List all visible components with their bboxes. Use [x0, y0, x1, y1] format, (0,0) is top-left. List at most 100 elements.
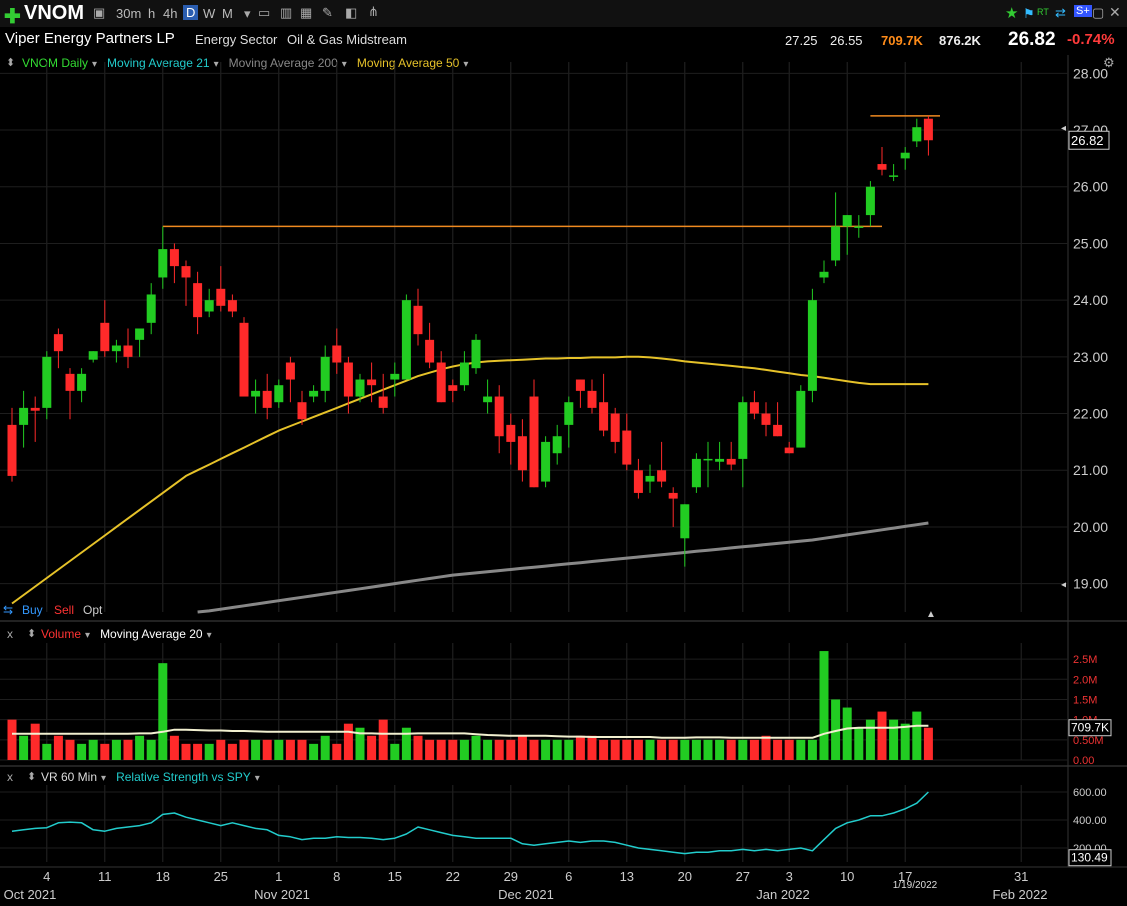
volume-bar [575, 735, 585, 760]
rs-pane-close-button[interactable]: x [7, 770, 13, 784]
chevron-down-icon[interactable]: ▾ [254, 773, 260, 784]
rs-legend-item-0[interactable]: VR 60 Min [41, 770, 98, 784]
volume-bar [111, 739, 121, 760]
price-legend: VNOM Daily ▾ Moving Average 21 ▾ Moving Aver… [22, 56, 478, 70]
candle-body [19, 407, 29, 425]
rs-axis-label: 600.00 [1073, 787, 1107, 799]
realtime-icon[interactable]: RT [1037, 7, 1049, 17]
candle-body [204, 300, 214, 312]
timeframe-4h[interactable]: 4h [163, 6, 178, 21]
chart-type-icon[interactable]: ▭ [258, 5, 271, 20]
chevron-down-icon[interactable]: ▾ [244, 6, 251, 21]
volume-bar [378, 719, 388, 760]
candle-body [784, 447, 794, 454]
candle-body [529, 396, 539, 488]
add-symbol-icon[interactable]: ✚ [4, 6, 21, 28]
volume-bar [42, 743, 52, 760]
sell-button[interactable]: Sell [54, 603, 75, 617]
timeframe-30m[interactable]: 30m [116, 6, 142, 21]
volume-bar [100, 743, 110, 760]
timeframe-M[interactable]: M [222, 6, 233, 21]
options-button[interactable]: Opt [83, 603, 103, 617]
price-legend-item-1[interactable]: Moving Average 21 [107, 56, 210, 70]
rs-pane-drag-icon[interactable]: ⬍ [27, 771, 37, 783]
candle-body [378, 396, 388, 408]
volume-bar [517, 735, 527, 760]
settings-icon[interactable]: ⚙ [1103, 55, 1115, 70]
bars-icon[interactable]: ▥ [280, 5, 293, 20]
cursor-date-label: 1/19/2022 [893, 880, 938, 891]
price-pane-drag-icon[interactable]: ⬍ [6, 57, 16, 69]
candle-body [541, 441, 551, 482]
ma200-line [197, 521, 929, 614]
candle-body [807, 300, 817, 391]
volume-bar [784, 739, 794, 760]
volume-pane-drag-icon[interactable]: ⬍ [27, 628, 37, 640]
volume-bar [158, 663, 168, 760]
share-icon[interactable]: ⋔ [368, 4, 379, 19]
timeframe-W[interactable]: W [203, 6, 216, 21]
sync-icon[interactable]: ⇄ [1055, 5, 1066, 20]
volume-legend-item-1[interactable]: Moving Average 20 [100, 627, 203, 641]
print-icon[interactable]: ▣ [93, 5, 106, 20]
star-icon[interactable]: ★ [1005, 5, 1019, 22]
pencil-icon[interactable]: ✎ [322, 5, 333, 20]
y-axis-tick-label: 23.00 [1073, 349, 1108, 365]
chevron-down-icon[interactable]: ▾ [341, 59, 347, 70]
volume-pane-close-button[interactable]: x [7, 627, 13, 641]
candle-body [297, 402, 307, 420]
price-legend-item-3[interactable]: Moving Average 50 [356, 56, 460, 70]
volume-bar [193, 743, 203, 760]
chevron-down-icon[interactable]: ▾ [85, 630, 91, 641]
industry-label[interactable]: Oil & Gas Midstream [287, 32, 407, 47]
drawing-tools-icon[interactable]: ▦ [300, 5, 313, 20]
symbol-label[interactable]: VNOM [24, 2, 84, 24]
low-value: 26.55 [830, 33, 863, 48]
volume-bar [459, 739, 469, 760]
candle-body [552, 436, 562, 454]
flag-icon[interactable]: ⚑ [1023, 6, 1035, 21]
volume-bar [239, 739, 249, 760]
chevron-down-icon[interactable]: ▾ [463, 59, 469, 70]
price-legend-item-2[interactable]: Moving Average 200 [228, 56, 338, 70]
rs-legend-item-1[interactable]: Relative Strength vs SPY [116, 770, 251, 784]
chevron-down-icon[interactable]: ▾ [213, 59, 219, 70]
volume-bar [135, 735, 145, 760]
candle-body [889, 175, 899, 177]
volume-bar [390, 743, 400, 760]
candle-body [564, 402, 574, 425]
volume-bar [216, 739, 226, 760]
volume-bar [680, 739, 690, 760]
candle-body [877, 164, 887, 170]
layers-icon[interactable]: ◧ [345, 5, 358, 20]
s-plus-icon[interactable]: S+ [1074, 5, 1092, 17]
x-axis-day-label: 3 [786, 869, 793, 884]
last-price: 26.82 [1008, 29, 1056, 50]
timeframe-h[interactable]: h [148, 6, 156, 21]
volume-bar [343, 723, 353, 760]
volume-bar [401, 727, 411, 760]
timeframe-D[interactable]: D [183, 5, 199, 20]
candle-body [262, 390, 272, 408]
sector-label[interactable]: Energy Sector [195, 32, 278, 47]
buy-button[interactable]: Buy [22, 603, 43, 617]
candle-body [7, 424, 17, 476]
last-volume-tag: 709.7K [1071, 721, 1109, 735]
chevron-down-icon[interactable]: ▾ [206, 630, 212, 641]
candle-body [749, 402, 759, 414]
price-legend-item-0[interactable]: VNOM Daily [22, 56, 89, 70]
chevron-down-icon[interactable]: ▾ [92, 59, 98, 70]
window-icon[interactable]: ▢ [1092, 5, 1105, 20]
volume-bar [146, 739, 156, 760]
volume-legend-item-0[interactable]: Volume [41, 627, 82, 641]
candle-body [343, 362, 353, 397]
company-name: Viper Energy Partners LP [5, 30, 175, 47]
close-icon[interactable]: ✕ [1109, 4, 1121, 20]
trade-icon[interactable]: ⇆ [3, 603, 14, 617]
volume-bar [436, 739, 446, 760]
chevron-down-icon[interactable]: ▾ [101, 773, 107, 784]
volume-bar [645, 739, 655, 760]
candle-body [691, 458, 701, 488]
volume-bar [831, 699, 841, 760]
